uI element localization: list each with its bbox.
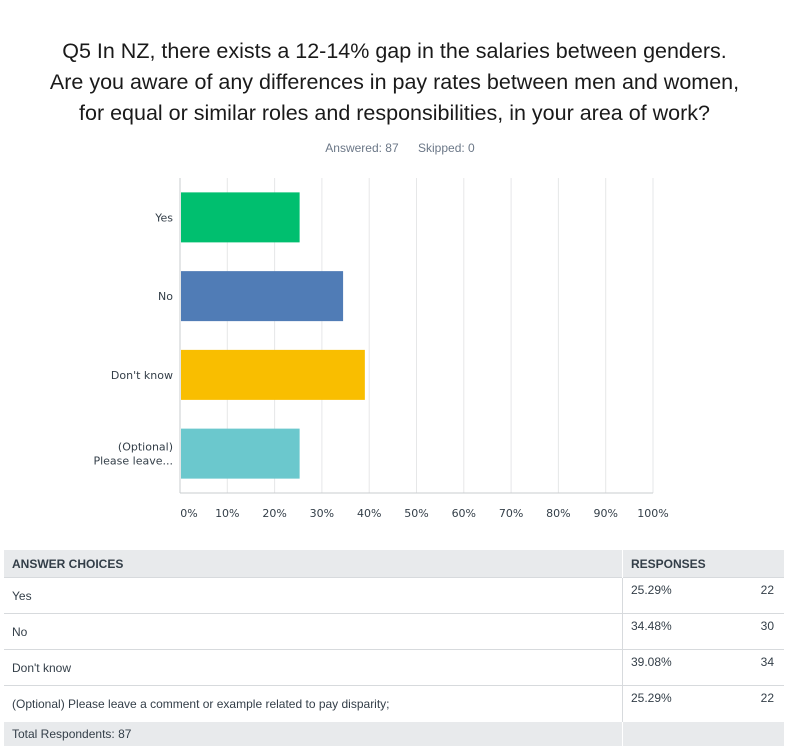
x-tick-label: 30% <box>310 507 334 520</box>
category-label: Don't know <box>111 369 173 382</box>
responses-table: ANSWER CHOICES RESPONSES Yes 25.29% 22 N… <box>4 550 784 746</box>
category-label: No <box>158 290 173 303</box>
category-label: Yes <box>154 211 173 224</box>
table-row: Don't know 39.08% 34 <box>4 650 784 686</box>
bar-1 <box>181 271 343 321</box>
choice-cell: No <box>4 614 623 650</box>
category-label: Please leave... <box>93 455 173 468</box>
bar-3 <box>181 429 300 479</box>
choice-cell: (Optional) Please leave a comment or exa… <box>4 686 623 722</box>
category-label: (Optional) <box>118 441 173 454</box>
count-cell: 22 <box>736 686 784 722</box>
x-tick-label: 100% <box>637 507 668 520</box>
percent-cell: 39.08% <box>623 650 737 686</box>
percent-cell: 25.29% <box>623 578 737 614</box>
choice-cell: Yes <box>4 578 623 614</box>
table-row: (Optional) Please leave a comment or exa… <box>4 686 784 722</box>
bar-chart: Yes No Don't know (Optional)Please leave...… <box>0 0 789 540</box>
percent-cell: 34.48% <box>623 614 737 650</box>
answer-choices-header: ANSWER CHOICES <box>4 550 623 578</box>
x-tick-label: 0% <box>180 507 197 520</box>
x-tick-label: 20% <box>262 507 286 520</box>
count-cell: 30 <box>736 614 784 650</box>
x-tick-label: 10% <box>215 507 239 520</box>
table-header-row: ANSWER CHOICES RESPONSES <box>4 550 784 578</box>
percent-cell: 25.29% <box>623 686 737 722</box>
table-row: Yes 25.29% 22 <box>4 578 784 614</box>
x-tick-label: 60% <box>452 507 476 520</box>
bar-2 <box>181 350 365 400</box>
x-tick-label: 40% <box>357 507 381 520</box>
x-tick-label: 80% <box>546 507 570 520</box>
total-row: Total Respondents: 87 <box>4 722 784 746</box>
x-tick-label: 70% <box>499 507 523 520</box>
choice-cell: Don't know <box>4 650 623 686</box>
count-cell: 34 <box>736 650 784 686</box>
total-blank-cell <box>623 722 785 746</box>
bar-0 <box>181 192 300 242</box>
x-tick-label: 50% <box>404 507 428 520</box>
x-tick-label: 90% <box>593 507 617 520</box>
count-cell: 22 <box>736 578 784 614</box>
table-row: No 34.48% 30 <box>4 614 784 650</box>
total-respondents: Total Respondents: 87 <box>4 722 623 746</box>
responses-header: RESPONSES <box>623 550 785 578</box>
